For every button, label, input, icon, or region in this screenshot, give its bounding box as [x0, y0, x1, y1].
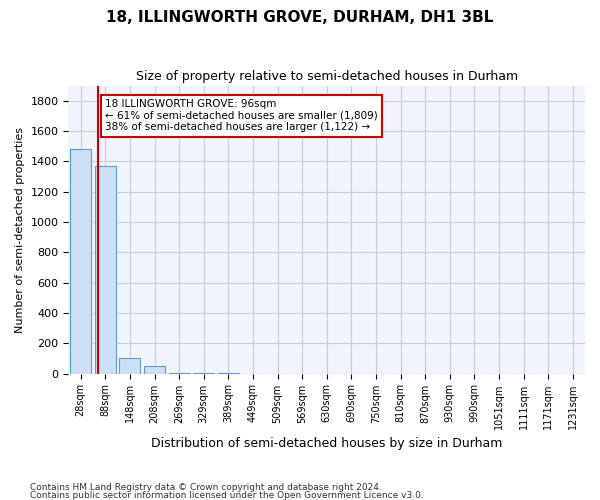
Text: 18 ILLINGWORTH GROVE: 96sqm
← 61% of semi-detached houses are smaller (1,809)
38: 18 ILLINGWORTH GROVE: 96sqm ← 61% of sem…	[105, 100, 378, 132]
Title: Size of property relative to semi-detached houses in Durham: Size of property relative to semi-detach…	[136, 70, 518, 83]
Text: 18, ILLINGWORTH GROVE, DURHAM, DH1 3BL: 18, ILLINGWORTH GROVE, DURHAM, DH1 3BL	[106, 10, 494, 25]
Y-axis label: Number of semi-detached properties: Number of semi-detached properties	[15, 126, 25, 332]
Text: Contains public sector information licensed under the Open Government Licence v3: Contains public sector information licen…	[30, 490, 424, 500]
Bar	[144, 366, 165, 374]
Bar	[70, 149, 91, 374]
Text: Contains HM Land Registry data © Crown copyright and database right 2024.: Contains HM Land Registry data © Crown c…	[30, 483, 382, 492]
Bar	[95, 166, 116, 374]
Bar	[119, 358, 140, 374]
X-axis label: Distribution of semi-detached houses by size in Durham: Distribution of semi-detached houses by …	[151, 437, 502, 450]
